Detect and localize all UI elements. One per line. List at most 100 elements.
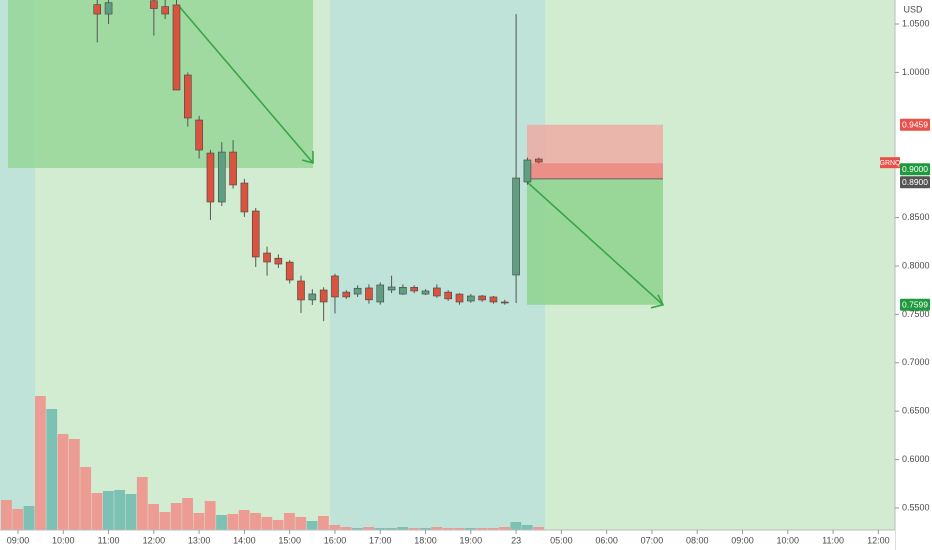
candle-body bbox=[433, 287, 441, 297]
volume-bar bbox=[80, 467, 92, 530]
drawing-arrow bbox=[177, 4, 314, 164]
volume-bar bbox=[46, 409, 58, 530]
time-axis bbox=[0, 530, 895, 550]
x-tick-label: 23 bbox=[511, 535, 521, 545]
price-label: 0.9459 bbox=[902, 120, 928, 130]
volume-bar bbox=[284, 513, 295, 530]
x-tick-label: 12:00 bbox=[143, 535, 166, 545]
candle-body bbox=[421, 290, 430, 295]
x-tick-label: 10:00 bbox=[777, 535, 800, 545]
candle-body bbox=[104, 2, 113, 15]
volume-bar bbox=[385, 528, 397, 530]
volume-bar bbox=[465, 528, 476, 530]
volume-bar bbox=[34, 396, 46, 530]
x-tick-label: 12:00 bbox=[867, 535, 890, 545]
candle-body bbox=[467, 295, 475, 302]
volume-bar bbox=[487, 528, 499, 530]
candle-body bbox=[500, 301, 509, 304]
x-tick-label: 07:00 bbox=[641, 535, 664, 545]
volume-bar bbox=[204, 501, 216, 530]
y-tick-label: 0.7000 bbox=[902, 357, 930, 367]
candle-body bbox=[444, 291, 452, 300]
volume-bar bbox=[23, 506, 35, 530]
candle-body bbox=[274, 257, 283, 265]
symbol-label: GRNQ bbox=[880, 160, 902, 167]
candle-body bbox=[365, 287, 373, 301]
candle-body bbox=[184, 74, 192, 119]
volume-bar bbox=[114, 490, 126, 530]
candle-body bbox=[342, 291, 351, 298]
x-tick-label: 09:00 bbox=[731, 535, 754, 545]
volume-bar bbox=[329, 525, 341, 530]
volume-bar bbox=[136, 477, 148, 530]
volume-bar bbox=[510, 522, 522, 530]
volume-bar bbox=[170, 503, 182, 530]
candle-body bbox=[489, 296, 498, 303]
candle-body bbox=[263, 252, 271, 263]
x-tick-label: 10:00 bbox=[52, 535, 75, 545]
candle-body bbox=[150, 0, 158, 9]
candle-body bbox=[251, 210, 260, 258]
volume-bar bbox=[148, 504, 160, 530]
x-tick-label: 17:00 bbox=[369, 535, 392, 545]
volume-bar bbox=[408, 528, 420, 530]
volume-bar bbox=[397, 527, 409, 530]
candle-body bbox=[387, 286, 396, 291]
candle-body bbox=[410, 286, 419, 292]
volume-bar bbox=[193, 513, 205, 530]
candle-body bbox=[376, 284, 385, 303]
volume-bar bbox=[442, 528, 454, 530]
volume-bar bbox=[216, 515, 227, 530]
volume-bar bbox=[453, 528, 465, 530]
candle-body bbox=[285, 261, 294, 281]
x-tick-label: 11:00 bbox=[98, 535, 120, 545]
volume-bar bbox=[12, 509, 24, 530]
price-label-box bbox=[900, 118, 930, 131]
volume-bar bbox=[91, 493, 103, 530]
volume-bar bbox=[351, 528, 363, 530]
axis-label: USD bbox=[903, 4, 923, 14]
candle-body bbox=[172, 4, 181, 91]
candle-body bbox=[534, 158, 543, 163]
position-arrow-head bbox=[650, 294, 665, 309]
volume-bar bbox=[476, 528, 488, 530]
x-tick-label: 05:00 bbox=[550, 535, 573, 545]
candle-body bbox=[297, 280, 305, 301]
position-loss bbox=[527, 163, 663, 179]
volume-bar bbox=[57, 434, 69, 530]
volume-bar bbox=[227, 514, 239, 530]
volume-bar bbox=[317, 516, 329, 530]
candle-body bbox=[512, 177, 520, 276]
volume-bar bbox=[1, 500, 12, 530]
candle-body bbox=[319, 289, 328, 303]
price-label: 0.9000 bbox=[902, 164, 928, 174]
drawing-box bbox=[8, 0, 313, 168]
x-tick-label: 19:00 bbox=[460, 535, 483, 545]
volume-bar bbox=[159, 512, 171, 530]
x-tick-label: 15:00 bbox=[278, 535, 301, 545]
volume-bar bbox=[419, 528, 431, 530]
volume-bar bbox=[521, 525, 533, 530]
volume-bar bbox=[102, 491, 114, 530]
y-tick-label: 1.0500 bbox=[902, 18, 930, 28]
x-tick-label: 13:00 bbox=[188, 535, 211, 545]
y-tick-label: 0.5500 bbox=[902, 502, 930, 512]
y-tick-label: 1.0000 bbox=[902, 67, 930, 77]
candle-body bbox=[195, 119, 203, 151]
candle-body bbox=[217, 151, 226, 203]
x-tick-label: 18:00 bbox=[414, 535, 437, 545]
candle-body bbox=[331, 275, 339, 298]
y-tick-label: 0.6500 bbox=[902, 406, 930, 416]
volume-bar bbox=[125, 494, 137, 530]
x-tick-label: 11:00 bbox=[822, 535, 844, 545]
candle-body bbox=[523, 159, 532, 183]
volume-bar bbox=[533, 527, 544, 530]
y-tick-label: 0.8000 bbox=[902, 260, 930, 270]
candle-body bbox=[240, 182, 249, 213]
x-tick-label: 14:00 bbox=[233, 535, 256, 545]
candle-body bbox=[353, 287, 362, 295]
y-tick-label: 0.6000 bbox=[902, 454, 930, 464]
volume-bar bbox=[306, 521, 318, 530]
candle-body bbox=[206, 152, 215, 203]
